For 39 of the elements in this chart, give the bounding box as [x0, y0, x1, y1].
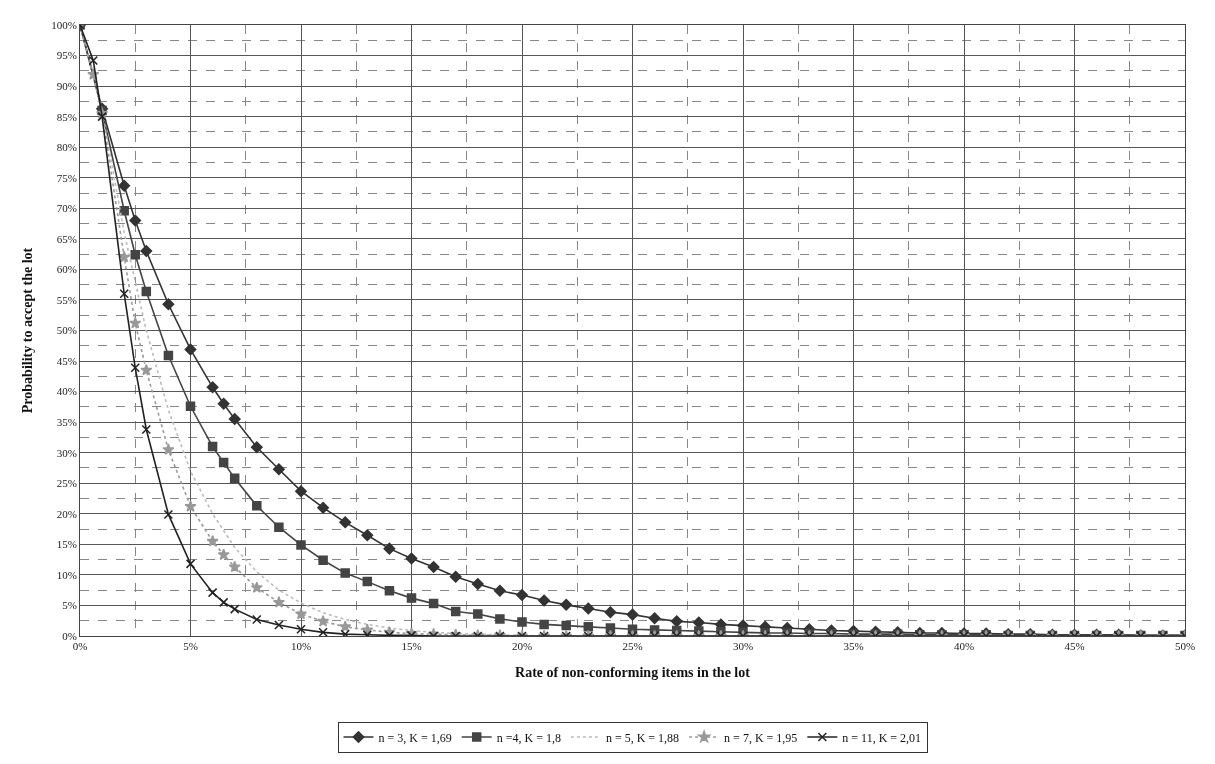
y-tick-label: 45%	[56, 354, 77, 367]
y-tick-label: 100%	[51, 18, 77, 31]
x-tick-label: 20%	[511, 640, 533, 653]
legend-label: n = 3, K = 1,69	[378, 730, 452, 745]
y-tick-label: 75%	[56, 171, 77, 184]
legend-label: n = 7, K = 1,95	[724, 730, 798, 745]
y-tick-label: 20%	[56, 507, 77, 520]
x-tick-label: 25%	[622, 640, 643, 653]
x-axis-title: Rate of non-conforming items in the lot	[515, 664, 751, 680]
legend-label: n = 5, K = 1,88	[605, 730, 680, 745]
x-tick-label: 30%	[732, 640, 754, 653]
x-tick-label: 10%	[290, 640, 312, 653]
legend-label: n = 11, K = 2,01	[842, 730, 922, 745]
x-tick-label: 45%	[1064, 640, 1085, 653]
y-tick-label: 0%	[62, 629, 77, 642]
x-tick-label: 40%	[953, 640, 975, 653]
y-tick-label: 65%	[56, 232, 77, 245]
y-tick-label: 80%	[56, 141, 77, 154]
y-tick-label: 35%	[56, 416, 77, 428]
y-tick-label: 40%	[56, 385, 77, 398]
y-tick-label: 5%	[62, 599, 77, 612]
y-tick-label: 25%	[56, 477, 77, 490]
y-tick-label: 50%	[56, 324, 77, 337]
legend-label: n =4, K = 1,8	[496, 730, 561, 745]
y-tick-label: 85%	[56, 110, 77, 123]
y-axis-title: Probability to accept the lot	[19, 247, 35, 414]
y-tick-label: 60%	[56, 263, 77, 276]
y-tick-label: 70%	[56, 202, 77, 215]
x-tick-label: 0%	[72, 640, 88, 653]
x-tick-label: 50%	[1174, 640, 1196, 653]
x-tick-label: 15%	[401, 640, 422, 653]
x-tick-label: 35%	[843, 640, 864, 653]
y-tick-label: 30%	[56, 446, 77, 459]
y-tick-label: 10%	[56, 568, 77, 581]
x-tick-label: 5%	[183, 640, 198, 653]
y-tick-label: 95%	[56, 49, 77, 62]
y-tick-label: 15%	[56, 538, 77, 551]
y-tick-label: 55%	[56, 293, 77, 306]
y-tick-label: 90%	[56, 79, 77, 92]
